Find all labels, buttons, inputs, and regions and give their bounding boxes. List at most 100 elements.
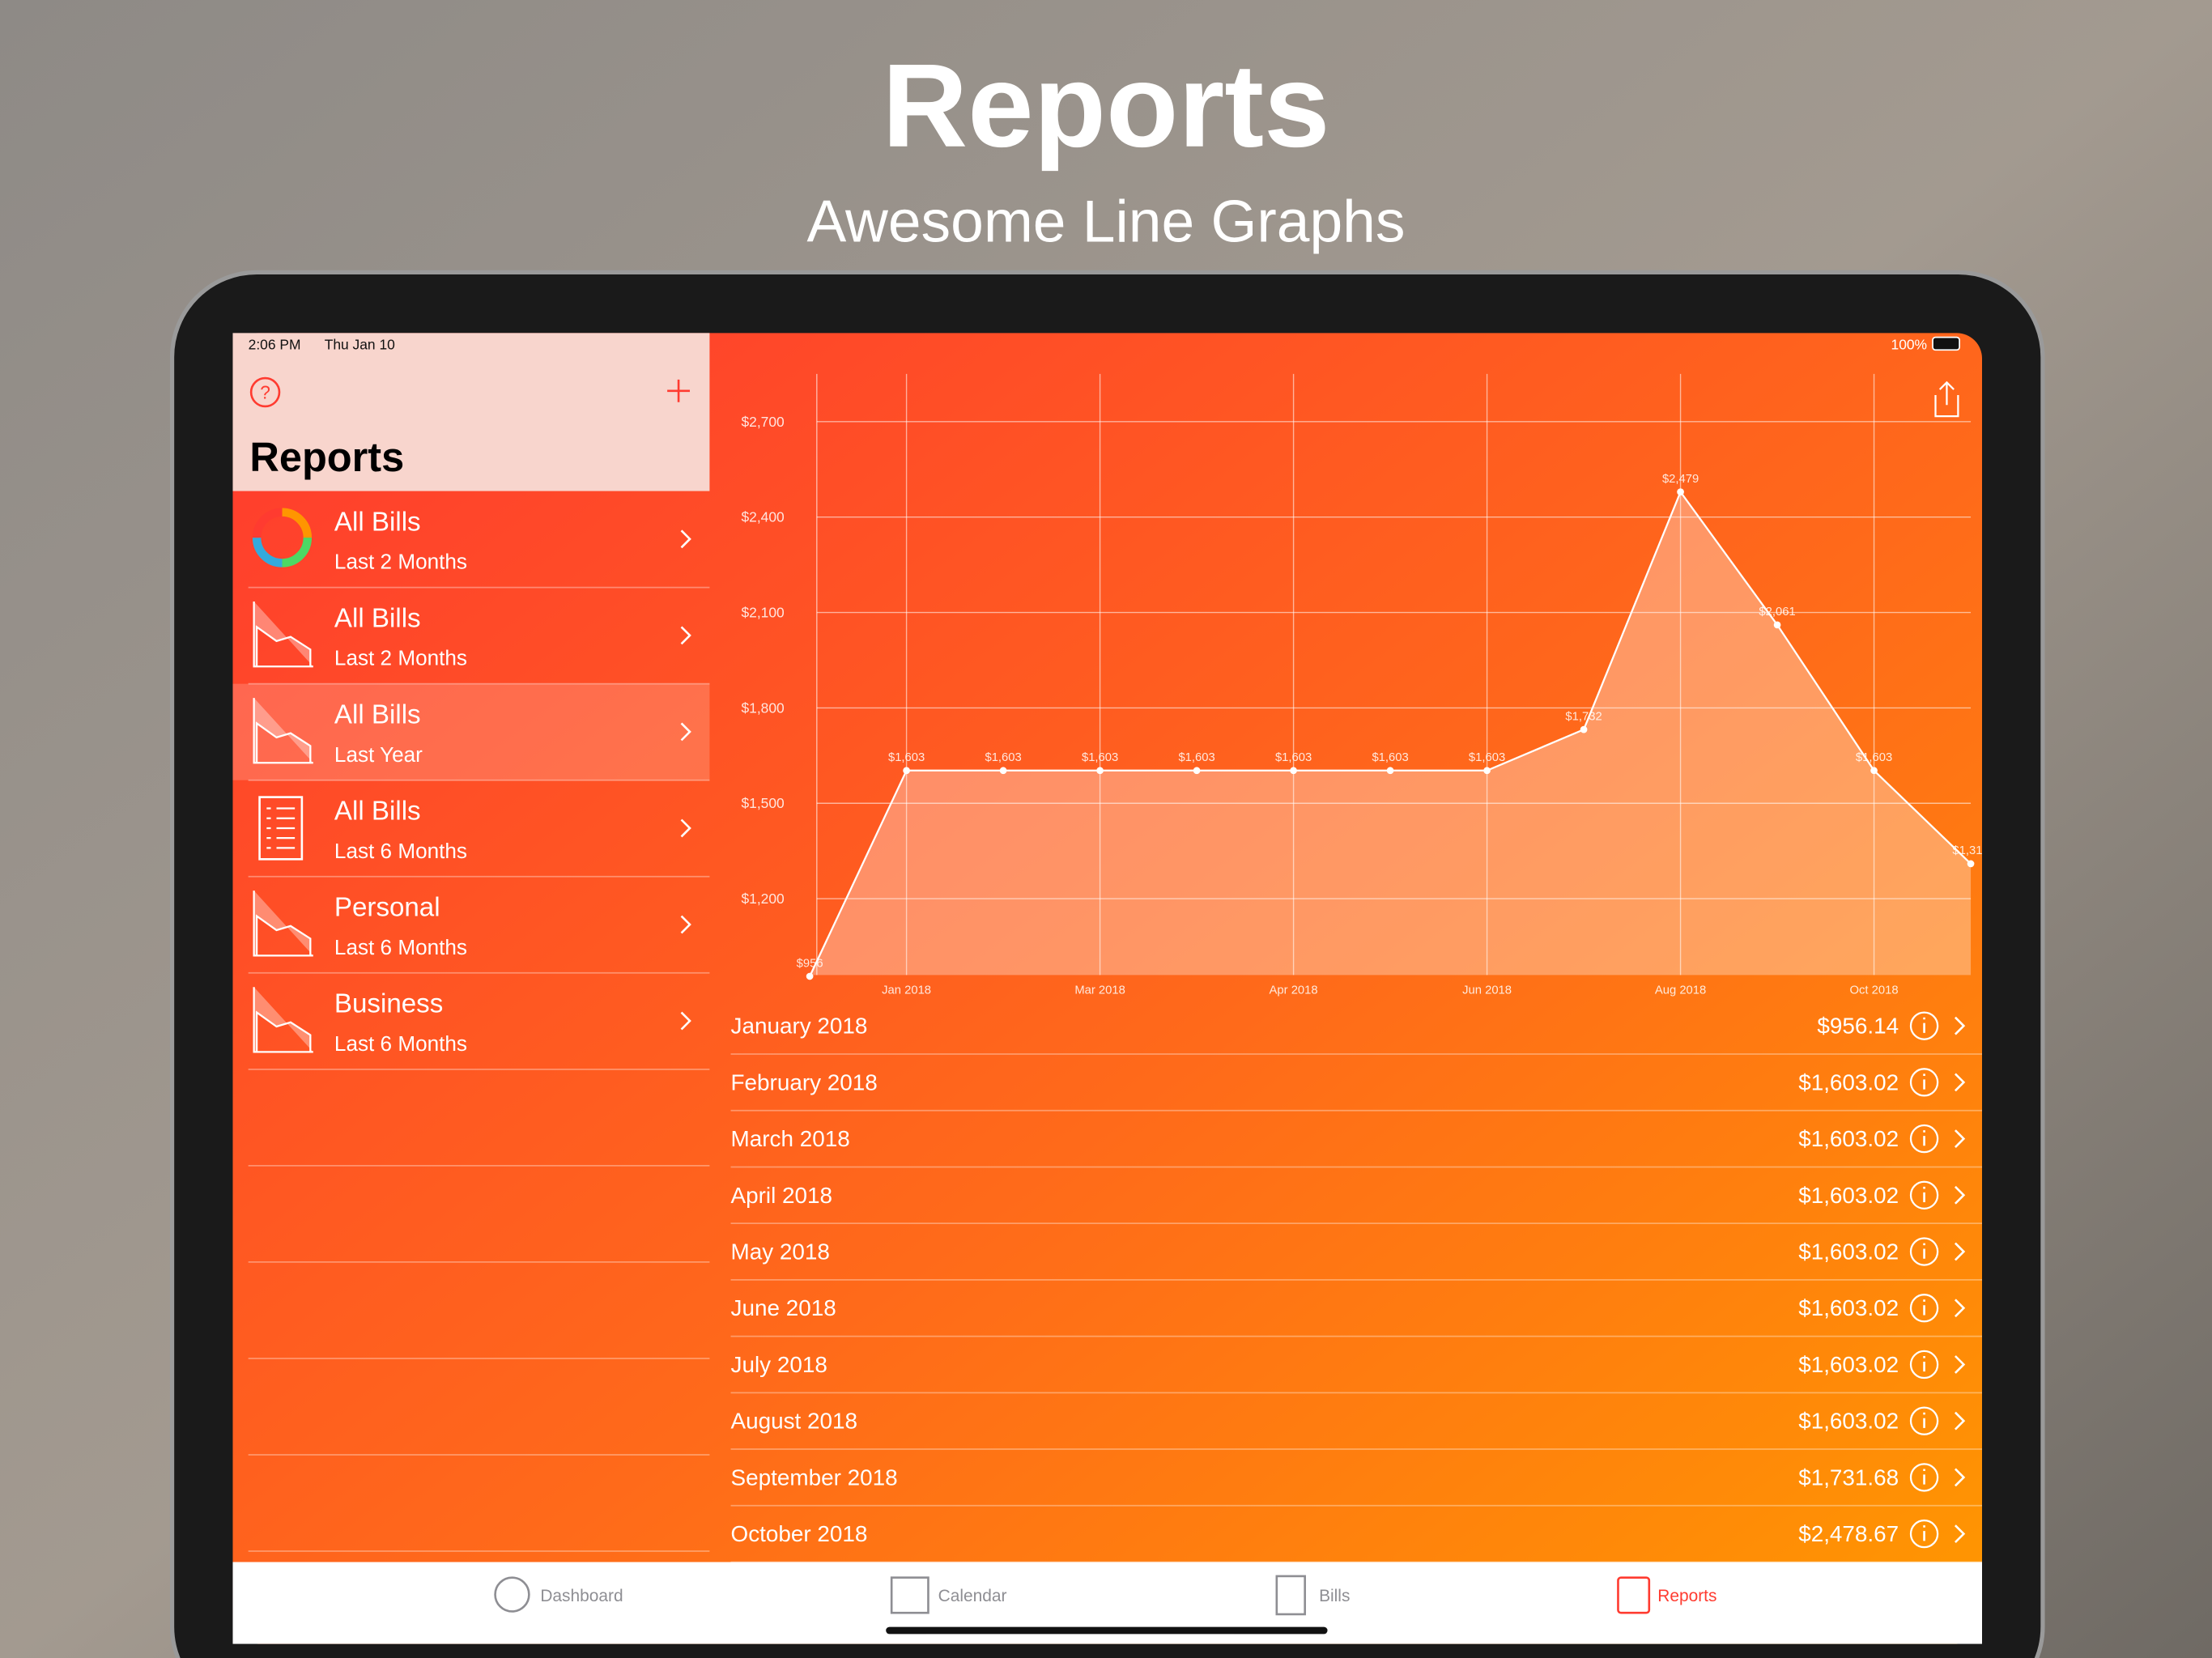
data-label: $2,061 <box>1759 606 1795 619</box>
chevron <box>680 915 691 934</box>
tab-icon <box>494 1576 530 1613</box>
tab-label[interactable]: Dashboard <box>540 1587 623 1605</box>
data-label: $1,603 <box>1372 751 1408 764</box>
data-label: $1,310 <box>1952 844 1989 857</box>
add-button[interactable] <box>667 379 691 402</box>
help-glyph: ? <box>260 382 270 403</box>
status-battery: 100% <box>1891 336 1928 352</box>
y-tick-label: $1,800 <box>742 699 785 716</box>
share-button[interactable] <box>1934 380 1959 418</box>
info-button[interactable] <box>1909 1294 1939 1323</box>
tab-icon <box>890 1576 929 1614</box>
info-button[interactable] <box>1909 1237 1939 1266</box>
sidebar-row[interactable] <box>232 684 709 780</box>
sidebar-item-subtitle: Last Year <box>334 742 423 767</box>
row-amount: $1,603.02 <box>1798 1126 1899 1151</box>
table-row[interactable] <box>713 1280 1982 1337</box>
table-row[interactable] <box>713 1111 1982 1167</box>
sidebar-item-subtitle: Last 6 Months <box>334 935 467 959</box>
chevron <box>1954 1468 1966 1487</box>
battery-icon <box>1932 336 1960 351</box>
info-button[interactable] <box>1909 1180 1939 1209</box>
data-point <box>1870 767 1878 775</box>
row-month: May 2018 <box>731 1239 830 1265</box>
y-tick-label: $1,200 <box>742 891 785 907</box>
tab-label[interactable]: Reports <box>1657 1587 1716 1605</box>
chart-icon <box>253 698 313 764</box>
sidebar-item-subtitle: Last 2 Months <box>334 550 467 574</box>
chevron <box>1954 1129 1966 1148</box>
info-button[interactable] <box>1909 1519 1939 1549</box>
chevron <box>680 722 691 742</box>
tab-icon <box>1275 1575 1306 1616</box>
sidebar-row[interactable] <box>232 973 709 1069</box>
sidebar-item-subtitle: Last 6 Months <box>334 839 467 863</box>
row-month: April 2018 <box>731 1183 833 1208</box>
line-area <box>810 491 1972 976</box>
chevron <box>1954 1073 1966 1092</box>
sidebar-header <box>232 333 710 491</box>
x-tick-label: Oct 2018 <box>1850 984 1899 997</box>
sidebar-item-title: All Bills <box>334 699 421 729</box>
page-subtitle: Awesome Line Graphs <box>807 189 1406 255</box>
donut-icon <box>252 537 283 568</box>
y-tick-label: $1,500 <box>742 795 785 811</box>
sidebar-item-title: Personal <box>334 893 440 923</box>
data-point <box>1386 767 1394 775</box>
x-tick-label: Jan 2018 <box>882 984 931 997</box>
table-row[interactable] <box>713 1223 1982 1280</box>
sidebar-item-subtitle: Last 2 Months <box>334 646 467 670</box>
data-label: $1,603 <box>985 751 1021 764</box>
row-amount: $1,603.02 <box>1798 1239 1899 1265</box>
table-row[interactable] <box>713 1392 1982 1449</box>
sidebar-row[interactable] <box>232 780 709 877</box>
row-month: September 2018 <box>731 1465 898 1490</box>
x-tick-label: Aug 2018 <box>1655 984 1706 997</box>
y-tick-label: $2,700 <box>742 414 785 430</box>
device-screen <box>232 333 1982 1644</box>
chevron <box>1954 1355 1966 1374</box>
info-button[interactable] <box>1909 1350 1939 1380</box>
data-point <box>999 767 1007 775</box>
page-title: Reports <box>883 40 1330 172</box>
table-row[interactable] <box>713 1337 1982 1393</box>
info-button[interactable] <box>1909 1124 1939 1154</box>
table-row[interactable] <box>713 1506 1982 1562</box>
data-point <box>1290 767 1297 775</box>
data-point <box>1677 488 1684 495</box>
row-amount: $1,731.68 <box>1798 1465 1899 1490</box>
sidebar-row[interactable] <box>232 588 709 684</box>
y-tick-label: $2,100 <box>742 605 785 621</box>
table-row[interactable] <box>713 997 1982 1054</box>
data-label: $1,603 <box>1082 751 1118 764</box>
row-month: July 2018 <box>731 1352 827 1377</box>
info-button[interactable] <box>1909 1068 1939 1097</box>
data-label: $2,479 <box>1662 473 1699 486</box>
tab-label[interactable]: Bills <box>1319 1587 1350 1605</box>
table-row[interactable] <box>713 1449 1982 1506</box>
sidebar-row[interactable] <box>232 877 709 973</box>
table-row[interactable] <box>713 1054 1982 1111</box>
row-amount: $1,603.02 <box>1798 1352 1899 1377</box>
info-button[interactable] <box>1909 1011 1939 1040</box>
help-button[interactable] <box>249 376 281 408</box>
data-point <box>1580 725 1588 733</box>
tab-label[interactable]: Calendar <box>938 1587 1007 1605</box>
data-point <box>1096 767 1104 775</box>
selected-row <box>232 683 710 780</box>
row-amount: $1,603.02 <box>1798 1409 1899 1434</box>
table-row[interactable] <box>713 1167 1982 1223</box>
sidebar-item-subtitle: Last 6 Months <box>334 1031 467 1056</box>
row-amount: $956.14 <box>1817 1014 1899 1039</box>
info-button[interactable] <box>1909 1463 1939 1492</box>
data-label: $1,603 <box>888 751 925 764</box>
data-label: $1,603 <box>1178 751 1214 764</box>
data-point <box>1483 767 1491 775</box>
info-button[interactable] <box>1909 1406 1939 1435</box>
data-point <box>1967 860 1975 868</box>
row-month: August 2018 <box>731 1409 858 1434</box>
data-label: $1,603 <box>1275 751 1312 764</box>
x-tick-label: Mar 2018 <box>1074 984 1125 997</box>
